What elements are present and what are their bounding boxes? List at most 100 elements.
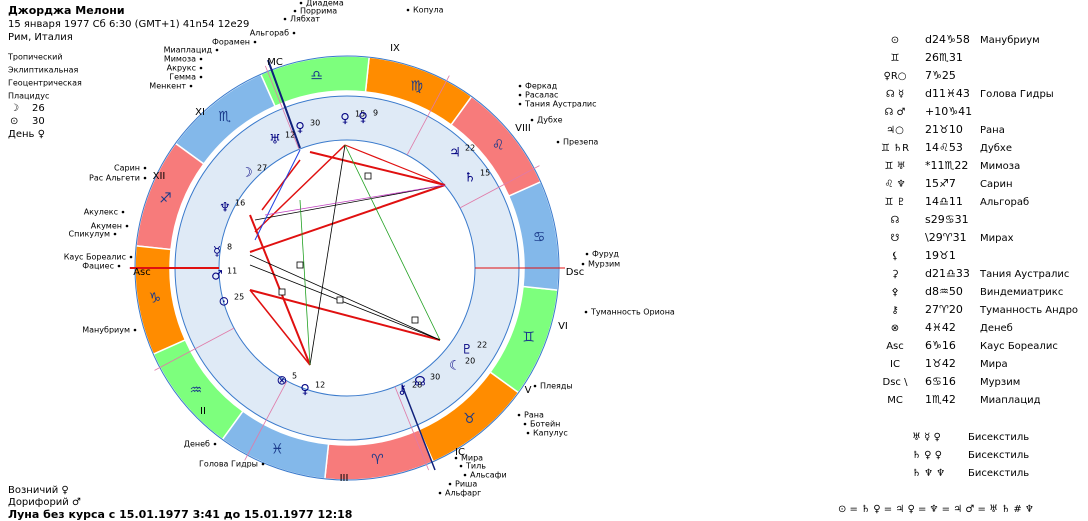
star-label: Акрукс bbox=[167, 64, 196, 73]
star-label: Форамен bbox=[212, 38, 250, 47]
star-mark bbox=[459, 464, 463, 468]
star-mark bbox=[518, 102, 522, 106]
planet-degree: 22 bbox=[477, 341, 487, 350]
star-mark bbox=[113, 232, 117, 236]
star-mark bbox=[283, 17, 287, 21]
house-label: VI bbox=[558, 321, 568, 332]
aspect-line bbox=[261, 159, 301, 211]
planet-glyph: ♀ bbox=[295, 121, 305, 136]
table-glyph: MC bbox=[887, 395, 903, 406]
table-glyph: Asc bbox=[886, 341, 904, 352]
star-mark bbox=[523, 422, 527, 426]
planet-glyph: ⊙ bbox=[219, 295, 230, 310]
table-value: d24♑58 bbox=[925, 33, 970, 46]
mc-axis bbox=[267, 59, 301, 149]
aspect-line bbox=[254, 149, 301, 241]
table-value: +10♑41 bbox=[925, 105, 972, 118]
star-label: Спикулум bbox=[69, 230, 110, 239]
sign-glyph: ♉ bbox=[463, 411, 476, 427]
star-mark bbox=[133, 328, 137, 332]
planet-glyph: ♄ bbox=[464, 171, 476, 186]
table-value: d11♓43 bbox=[925, 87, 970, 100]
star-label: Туманность Ориона bbox=[590, 308, 675, 317]
table-star: Тания Аустралис bbox=[979, 269, 1069, 280]
table-glyph: Dsc \ bbox=[883, 377, 909, 388]
planet-glyph: ☊ bbox=[414, 375, 426, 390]
planet-degree: 20 bbox=[465, 357, 475, 366]
sign-glyph: ♌ bbox=[492, 138, 505, 154]
table-glyph: ♊ ♄R bbox=[881, 143, 909, 154]
planet-glyph: ♆ bbox=[219, 201, 231, 216]
lum-glyph: ⊙ bbox=[10, 116, 18, 127]
star-mark bbox=[129, 255, 133, 259]
star-label: Альгораб bbox=[250, 29, 289, 38]
footer-star: Дорифорий ♂ bbox=[8, 497, 81, 508]
house-label: MC bbox=[267, 57, 283, 68]
table-star: Дубхе bbox=[980, 143, 1012, 154]
planet-degree: 28 bbox=[412, 381, 422, 390]
star-label: Лябхат bbox=[290, 15, 320, 24]
aspect-line bbox=[249, 264, 441, 341]
aspect-line bbox=[344, 144, 441, 341]
setting: Тропический bbox=[7, 53, 63, 62]
table-value: 7♑25 bbox=[925, 69, 956, 82]
lum-glyph: ☽ bbox=[10, 103, 19, 114]
table-star: Виндемиатрикс bbox=[980, 287, 1063, 298]
aspect-glyph bbox=[278, 288, 286, 296]
house-cusp bbox=[459, 165, 540, 209]
star-label: Голова Гидры bbox=[199, 460, 258, 469]
house-label: IX bbox=[390, 43, 400, 54]
table-value: d21♎33 bbox=[925, 267, 970, 280]
planet-degree: 8 bbox=[227, 243, 232, 252]
house-cusp bbox=[264, 65, 300, 150]
house-label: II bbox=[200, 406, 206, 417]
star-mark bbox=[189, 84, 193, 88]
table-star: Миаплацид bbox=[980, 395, 1041, 406]
aspect-line bbox=[264, 184, 446, 216]
planet-degree: 12 bbox=[315, 381, 325, 390]
star-mark bbox=[556, 140, 560, 144]
table-glyph: ♊ ♅ bbox=[884, 161, 905, 172]
table-value: *11♏22 bbox=[925, 159, 968, 172]
house-label: III bbox=[340, 473, 349, 484]
star-mark bbox=[199, 66, 203, 70]
star-label: Тания Аустралис bbox=[524, 100, 597, 109]
house-label: XI bbox=[195, 107, 205, 118]
sign-glyph: ♊ bbox=[522, 330, 535, 346]
sign-glyph: ♈ bbox=[371, 452, 384, 468]
table-star: Денеб bbox=[980, 323, 1013, 334]
house-cusp bbox=[244, 380, 288, 461]
star-mark bbox=[585, 252, 589, 256]
table-value: 21♉10 bbox=[925, 123, 963, 136]
moon-void: Луна без курса с 15.01.1977 3:41 до 15.0… bbox=[8, 508, 352, 521]
table-star: Мурзим bbox=[980, 377, 1020, 388]
aspect-line bbox=[299, 199, 311, 366]
table-value: 19♉1 bbox=[925, 249, 956, 262]
star-label: Ботейн bbox=[530, 420, 560, 429]
aspect-glyph bbox=[364, 172, 372, 180]
place: Рим, Италия bbox=[8, 32, 73, 43]
star-mark bbox=[213, 442, 217, 446]
planet-degree: 30 bbox=[310, 119, 320, 128]
planet-glyph: ♃ bbox=[449, 146, 461, 161]
table-star: Туманность Андро bbox=[979, 305, 1078, 316]
star-mark bbox=[199, 75, 203, 79]
star-mark bbox=[293, 9, 297, 13]
house-label: XII bbox=[153, 171, 166, 182]
star-mark bbox=[518, 93, 522, 97]
bisextile-name: Бисекстиль bbox=[968, 432, 1029, 443]
star-label: Менкент bbox=[149, 82, 186, 91]
star-mark bbox=[530, 118, 534, 122]
setting: Геоцентрическая bbox=[8, 79, 82, 88]
star-label: Мурзим bbox=[588, 260, 620, 269]
star-mark bbox=[517, 413, 521, 417]
lum-value: 26 bbox=[32, 103, 45, 114]
table-glyph: ⚷ bbox=[891, 305, 898, 316]
planet-glyph: ⚷ bbox=[397, 383, 407, 398]
planet-glyph: ⊗ bbox=[277, 374, 288, 389]
table-glyph: ⊙ bbox=[891, 35, 899, 46]
star-label: Риша bbox=[455, 480, 477, 489]
aspect-line bbox=[249, 289, 311, 366]
footer-star: Возничий ♀ bbox=[8, 485, 69, 496]
planet-glyph: ♀ bbox=[358, 111, 368, 126]
